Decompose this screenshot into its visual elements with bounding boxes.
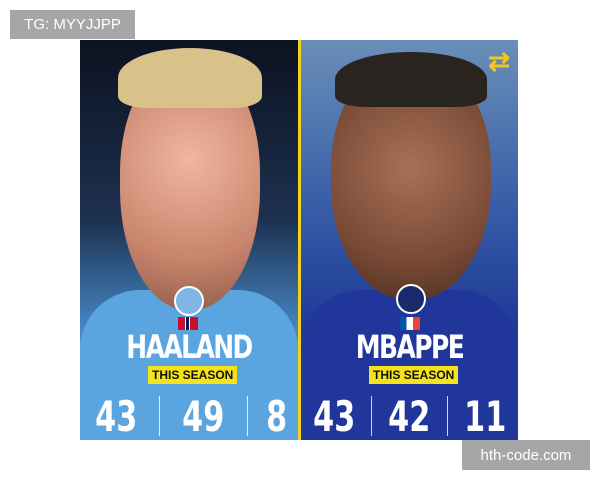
stat-value: 43 — [95, 391, 138, 441]
stat-value: 11 — [463, 391, 506, 441]
haaland-hair — [118, 48, 262, 108]
manchester-city-crest-icon — [174, 286, 204, 316]
divider — [446, 396, 448, 436]
haaland-panel: HAALAND THIS SEASON 43 49 8 — [80, 40, 298, 440]
stat-value: 42 — [388, 391, 431, 441]
stats-row: 43 42 11 — [301, 391, 518, 441]
panel-divider — [298, 40, 301, 440]
swap-arrows-icon: ⇄ — [488, 46, 510, 76]
season-label: THIS SEASON — [148, 366, 238, 384]
player-name: HAALAND — [126, 328, 253, 366]
stats-row: 43 49 8 — [80, 391, 298, 441]
season-label: THIS SEASON — [369, 366, 459, 384]
watermark-top-left: TG: MYYJJPP — [10, 10, 135, 39]
france-flag-icon — [400, 317, 420, 330]
player-name: MBAPPE — [355, 328, 465, 366]
divider — [159, 396, 161, 436]
psg-crest-icon — [396, 284, 426, 314]
norway-flag-icon — [178, 317, 198, 330]
stat-value: 49 — [182, 391, 225, 441]
divider — [246, 396, 248, 436]
watermark-bottom-right: hth-code.com — [462, 440, 590, 470]
stat-value: 8 — [265, 391, 287, 441]
mbappe-hair — [335, 52, 487, 107]
mbappe-panel: ⇄ MBAPPE THIS SEASON 43 42 11 — [301, 40, 518, 440]
mbappe-shirt — [301, 290, 518, 440]
stat-value: 43 — [313, 391, 356, 441]
divider — [371, 396, 373, 436]
